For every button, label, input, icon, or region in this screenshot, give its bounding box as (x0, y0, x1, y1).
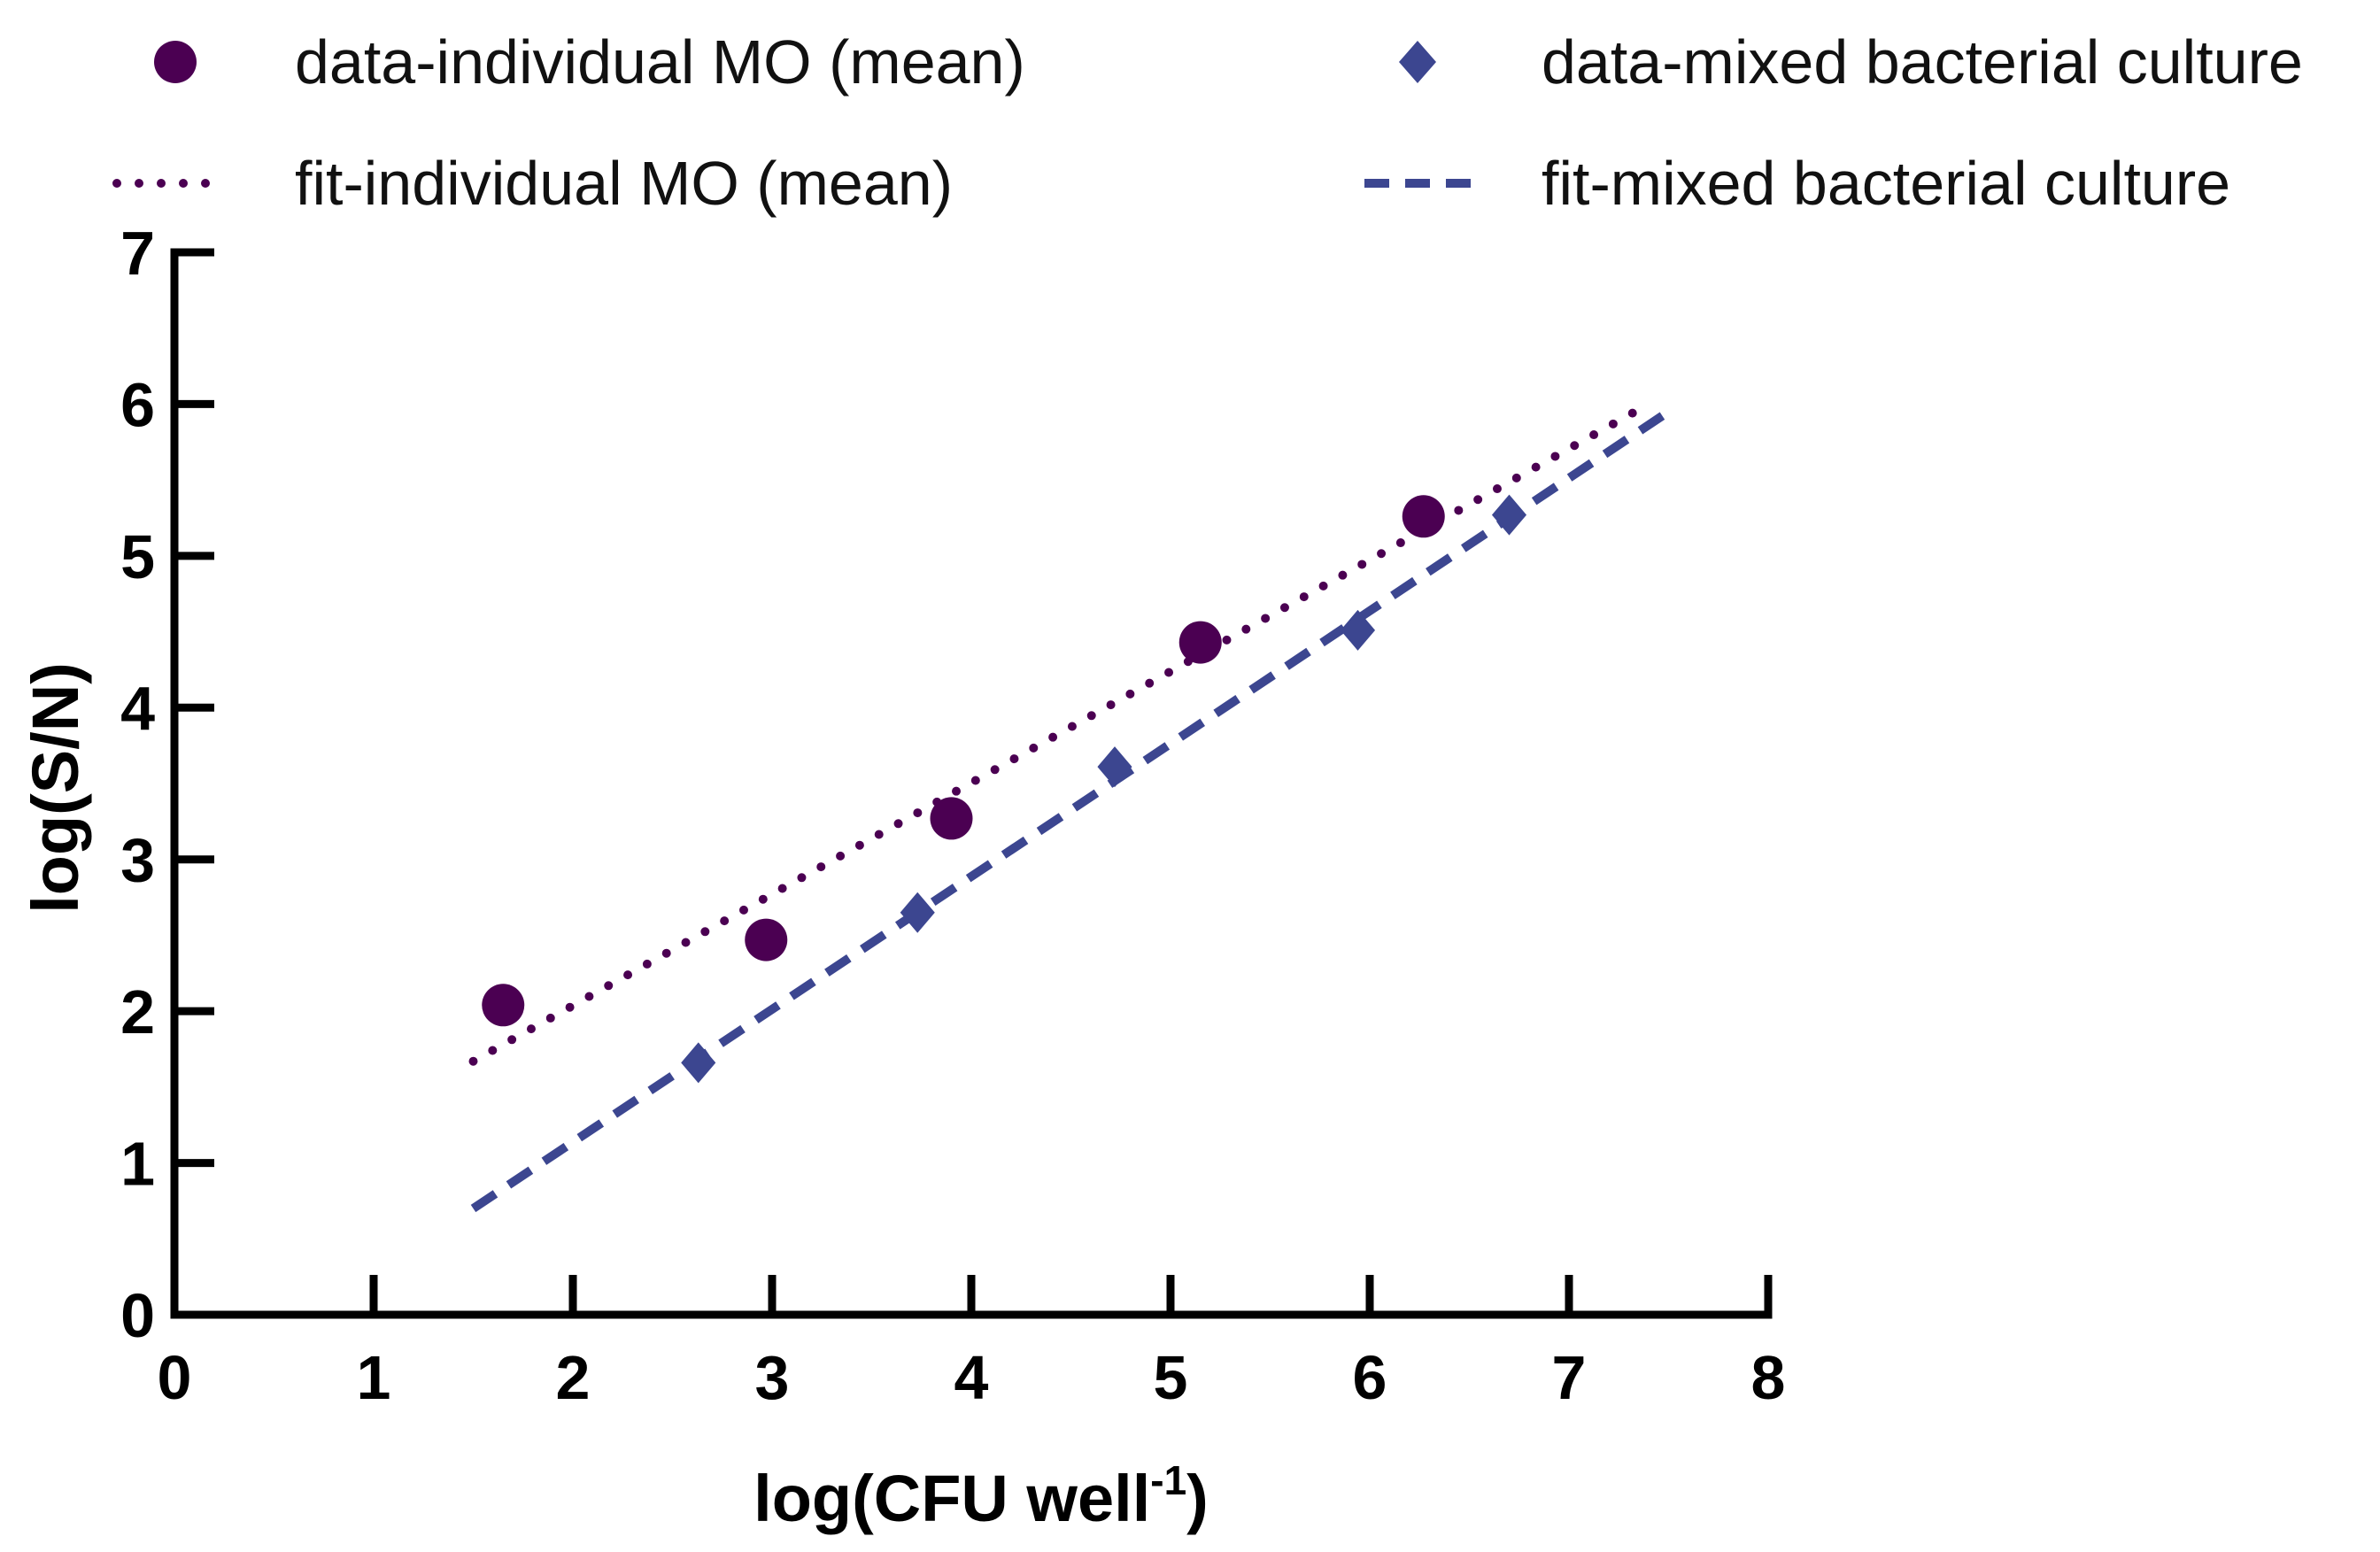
x-tick-label: 3 (755, 1343, 790, 1412)
y-tick-label: 3 (120, 826, 155, 895)
y-tick-label: 0 (120, 1281, 155, 1350)
legend-item-individual-data: data-individual MO (mean) (154, 27, 1025, 97)
fit-line-mixed (470, 407, 1672, 1213)
y-tick-label: 1 (120, 1130, 155, 1199)
data-point-mixed (1491, 494, 1527, 536)
x-tick-label: 1 (357, 1343, 391, 1412)
data-point-individual (1178, 621, 1222, 664)
y-tick-label: 4 (120, 674, 155, 743)
legend-item-mixed-data: data-mixed bacterial culture (1399, 27, 2303, 97)
data-point-mixed (900, 892, 935, 933)
fit-lines (468, 399, 1672, 1213)
x-tick-label: 7 (1552, 1343, 1587, 1412)
legend-label-mixed-data: data-mixed bacterial culture (1542, 27, 2303, 97)
data-point-individual (1402, 495, 1445, 538)
x-tick-label: 4 (954, 1343, 989, 1412)
legend-label-individual-fit: fit-individual MO (mean) (295, 149, 953, 218)
x-tick-label: 5 (1154, 1343, 1188, 1412)
data-point-individual (482, 984, 525, 1027)
y-tick-label: 7 (120, 219, 155, 288)
data-point-individual (930, 797, 973, 840)
axes: 0 1 2 3 4 5 6 7 8 0 1 2 3 4 5 6 7 (120, 219, 1785, 1412)
legend-circle-marker (154, 41, 197, 83)
data-point-mixed (681, 1042, 716, 1084)
legend-label-mixed-fit: fit-mixed bacterial culture (1542, 149, 2230, 218)
data-points (482, 494, 1527, 1084)
legend-item-individual-fit: fit-individual MO (mean) (112, 149, 953, 218)
legend-diamond-marker (1399, 41, 1436, 83)
y-axis-label: log(S/N) (19, 662, 92, 914)
legend-label-individual-data: data-individual MO (mean) (295, 27, 1025, 97)
x-tick-label: 2 (556, 1343, 591, 1412)
data-point-mixed (1097, 746, 1132, 788)
data-point-individual (745, 918, 788, 961)
data-point-mixed (1340, 609, 1376, 651)
fit-line-individual (468, 399, 1653, 1066)
y-tick-label: 2 (120, 977, 155, 1046)
x-tick-label: 8 (1751, 1343, 1786, 1412)
x-tick-label: 6 (1353, 1343, 1387, 1412)
legend: data-individual MO (mean) data-mixed bac… (112, 27, 2303, 218)
x-tick-label: 0 (158, 1343, 192, 1412)
legend-item-mixed-fit: fit-mixed bacterial culture (1364, 149, 2230, 218)
y-tick-label: 5 (120, 522, 155, 591)
x-axis-label: log(CFU well-1) (753, 1457, 1209, 1535)
y-tick-label: 6 (120, 370, 155, 439)
